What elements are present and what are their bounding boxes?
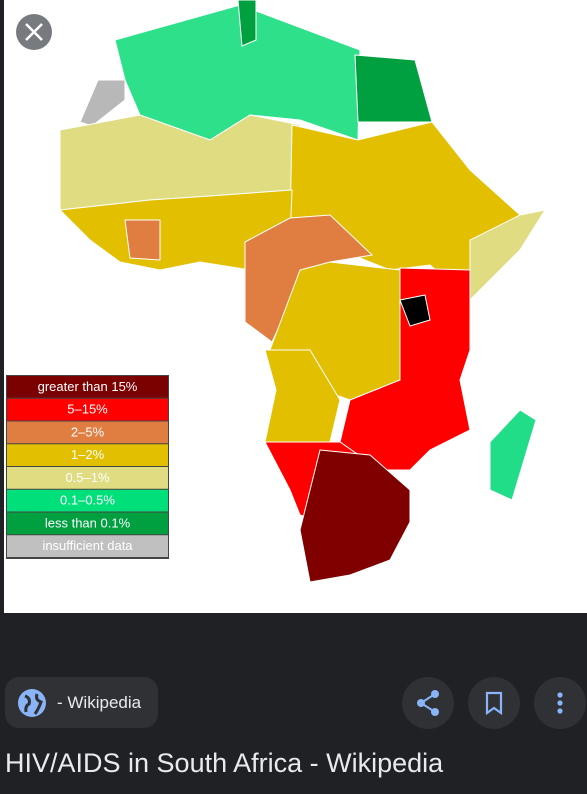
legend-label: 2–5% bbox=[71, 424, 105, 439]
africa-map bbox=[58, 0, 547, 583]
more-button[interactable] bbox=[534, 677, 586, 729]
legend-label: 0.5–1% bbox=[65, 470, 110, 485]
result-title[interactable]: HIV/AIDS in South Africa - Wikipedia bbox=[5, 748, 444, 778]
legend-swatch bbox=[7, 421, 168, 444]
source-label: - Wikipedia bbox=[57, 692, 142, 712]
legend-swatch bbox=[7, 444, 168, 466]
legend-swatch bbox=[7, 489, 168, 512]
legend-swatch bbox=[7, 398, 168, 421]
globe-icon bbox=[18, 688, 46, 717]
legend-swatch bbox=[7, 535, 168, 557]
map-image: greater than 15% 5–15% 2–5% 1–2% 0.5–1% 0.1–0… bbox=[4, 0, 587, 613]
legend-label: 0.1–0.5% bbox=[60, 493, 115, 508]
legend-swatch bbox=[7, 376, 168, 398]
legend-label: greater than 15% bbox=[38, 379, 138, 394]
legend-swatch bbox=[7, 467, 168, 489]
legend: greater than 15% 5–15% 2–5% 1–2% 0.5–1% 0.1–0… bbox=[6, 375, 169, 559]
save-button[interactable] bbox=[468, 677, 520, 729]
legend-label: 5–15% bbox=[67, 402, 108, 417]
legend-label: insufficient data bbox=[42, 538, 133, 553]
legend-label: 1–2% bbox=[71, 447, 105, 462]
close-button[interactable] bbox=[16, 14, 52, 50]
legend-label: less than 0.1% bbox=[45, 515, 131, 530]
share-button[interactable] bbox=[402, 677, 454, 729]
source-chip[interactable]: - Wikipedia bbox=[5, 677, 158, 728]
legend-swatch bbox=[7, 512, 168, 535]
